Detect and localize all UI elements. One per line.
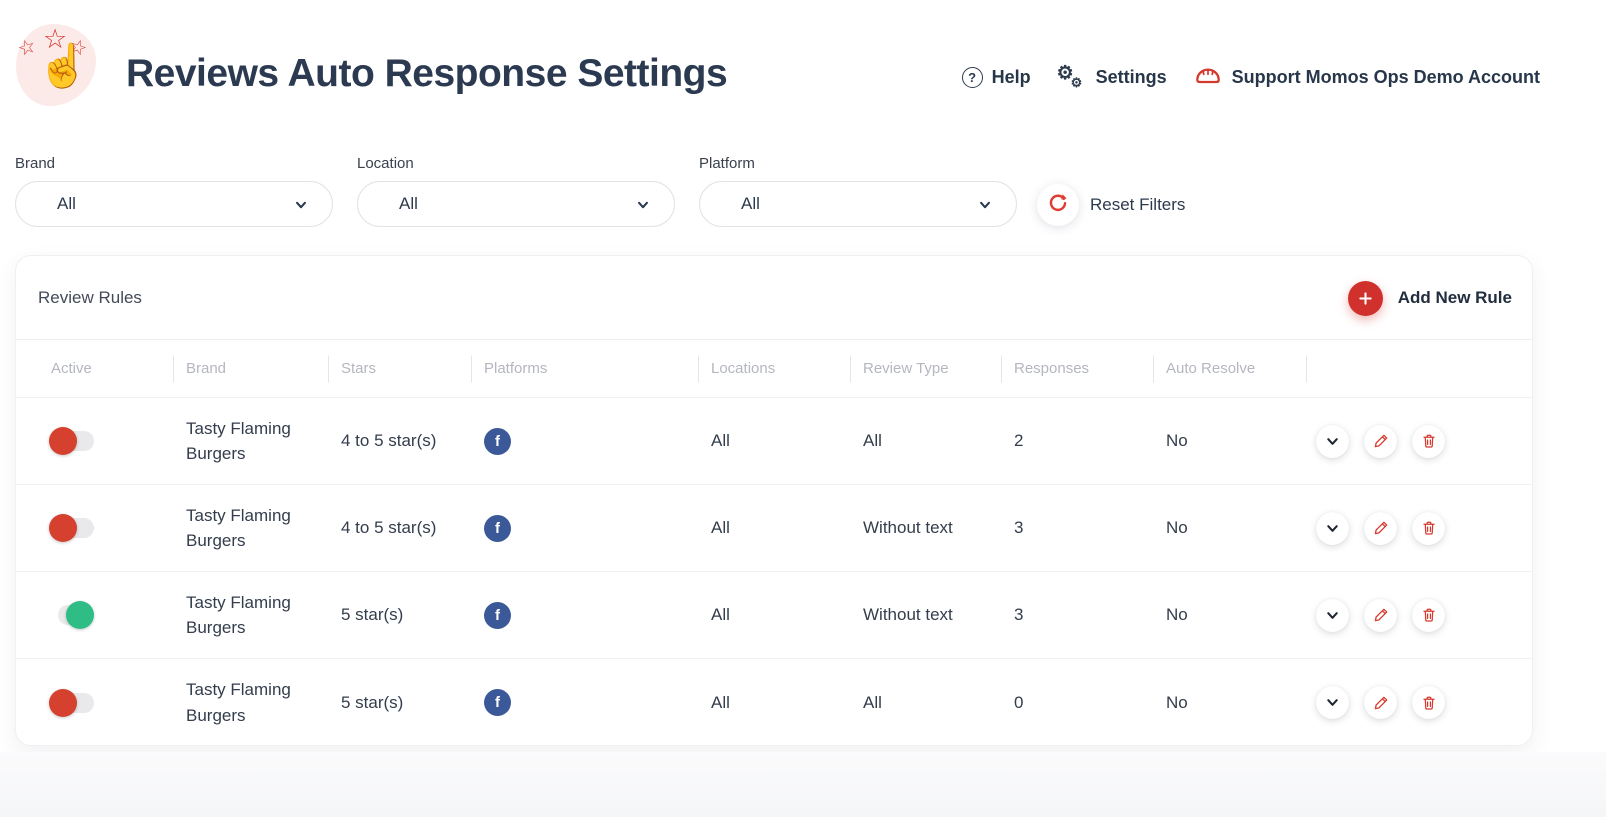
expand-rule-button[interactable] [1316,686,1349,719]
page-title: Reviews Auto Response Settings [126,52,728,95]
review-type-cell: All [863,431,882,450]
review-type-cell: All [863,692,882,712]
page-background [0,752,1606,817]
momos-bun-icon [1193,60,1223,95]
active-toggle[interactable] [49,514,94,542]
expand-rule-button[interactable] [1316,424,1349,458]
auto-resolve-cell: No [1166,692,1188,712]
stars-cell: 4 to 5 star(s) [341,431,437,450]
responses-cell: 0 [1014,692,1024,712]
brand-select-value: All [57,194,76,213]
brand-select[interactable]: All [15,181,333,227]
locations-cell: All [711,605,730,624]
settings-label: Settings [1095,67,1167,87]
facebook-icon: f [484,689,511,716]
facebook-icon: f [484,601,511,629]
facebook-icon: f [484,514,511,542]
brand-filter-label: Brand [15,155,56,172]
chevron-down-icon [978,198,992,217]
edit-rule-button[interactable] [1364,424,1397,458]
stars-cell: 5 star(s) [341,692,404,712]
column-header-locations: Locations [698,340,850,397]
reset-filters-label[interactable]: Reset Filters [1090,195,1186,214]
stars-cell: 5 star(s) [341,605,404,624]
pointing-hand-icon: ☝ [37,42,90,89]
active-toggle[interactable] [49,601,94,629]
stars-cell: 4 to 5 star(s) [341,518,437,537]
platform-filter-label: Platform [699,155,755,172]
header-actions: ? Help ⚙ ⚙ Settings Support Momos Ops De… [961,60,1540,95]
card-header: Review Rules Add New Rule [16,256,1532,340]
responses-cell: 2 [1014,431,1024,450]
column-header-active: Active [51,360,92,377]
account-label: Support Momos Ops Demo Account [1231,67,1540,87]
column-header-responses: Responses [1001,340,1153,397]
brand-cell: Tasty Flaming Burgers [186,505,291,551]
refresh-icon [1047,192,1069,219]
table-row: Tasty Flaming Burgers 5 star(s) f All Al… [16,659,1532,745]
help-label: Help [991,67,1031,87]
gears-icon: ⚙ ⚙ [1056,62,1083,90]
expand-rule-button[interactable] [1316,598,1349,632]
table-row: Tasty Flaming Burgers 4 to 5 star(s) f A… [16,398,1532,485]
review-type-cell: Without text [863,605,953,624]
chevron-down-icon [636,198,650,217]
edit-rule-button[interactable] [1364,598,1397,632]
responses-cell: 3 [1014,518,1024,537]
card-title: Review Rules [38,288,142,307]
column-header-actions [1306,340,1532,397]
auto-resolve-cell: No [1166,518,1188,537]
facebook-icon: f [484,427,511,455]
active-toggle[interactable] [49,688,94,717]
platform-filter: Platform All [699,155,1017,227]
delete-rule-button[interactable] [1412,424,1445,458]
star-icon: ☆ [15,34,39,62]
location-select-value: All [399,194,418,213]
column-header-brand: Brand [173,340,328,397]
delete-rule-button[interactable] [1412,511,1445,545]
add-new-rule-label: Add New Rule [1397,288,1512,307]
location-select[interactable]: All [357,181,675,227]
location-filter-label: Location [357,155,414,172]
responses-cell: 3 [1014,605,1024,624]
locations-cell: All [711,518,730,537]
locations-cell: All [711,431,730,450]
account-menu[interactable]: Support Momos Ops Demo Account [1193,60,1540,95]
help-icon: ? [961,67,983,88]
platform-select-value: All [741,194,760,213]
column-header-review-type: Review Type [850,340,1001,397]
column-header-auto-resolve: Auto Resolve [1153,340,1306,397]
table-row: Tasty Flaming Burgers 4 to 5 star(s) f A… [16,485,1532,572]
brand-filter: Brand All [15,155,333,227]
star-icon: ☆ [43,24,68,54]
table-header-row: Active Brand Stars Platforms Locations R… [16,340,1532,398]
settings-button[interactable]: ⚙ ⚙ Settings [1057,64,1167,92]
filters-bar: Brand All Location All Platform All [15,155,1591,255]
app-logo: ☆ ☆ ☆ ☝ [15,24,96,106]
reset-filters-button[interactable] [1037,184,1079,226]
review-rules-card: Review Rules Add New Rule Active Brand S… [15,255,1533,746]
expand-rule-button[interactable] [1316,511,1349,545]
platform-select[interactable]: All [699,181,1017,227]
auto-resolve-cell: No [1166,431,1188,450]
brand-cell: Tasty Flaming Burgers [186,418,291,464]
add-new-rule-button[interactable]: Add New Rule [1347,256,1512,340]
review-type-cell: Without text [863,518,953,537]
edit-rule-button[interactable] [1364,511,1397,545]
column-header-platforms: Platforms [471,340,698,397]
column-header-stars: Stars [328,340,471,397]
location-filter: Location All [357,155,675,227]
plus-icon [1347,280,1383,316]
brand-cell: Tasty Flaming Burgers [186,680,291,725]
locations-cell: All [711,692,730,712]
brand-cell: Tasty Flaming Burgers [186,592,291,638]
chevron-down-icon [294,198,308,217]
edit-rule-button[interactable] [1364,686,1397,719]
active-toggle[interactable] [49,427,94,455]
help-button[interactable]: ? Help [961,67,1031,88]
delete-rule-button[interactable] [1412,598,1445,632]
table-row: Tasty Flaming Burgers 5 star(s) f All Wi… [16,572,1532,659]
delete-rule-button[interactable] [1412,686,1445,719]
auto-resolve-cell: No [1166,605,1188,624]
